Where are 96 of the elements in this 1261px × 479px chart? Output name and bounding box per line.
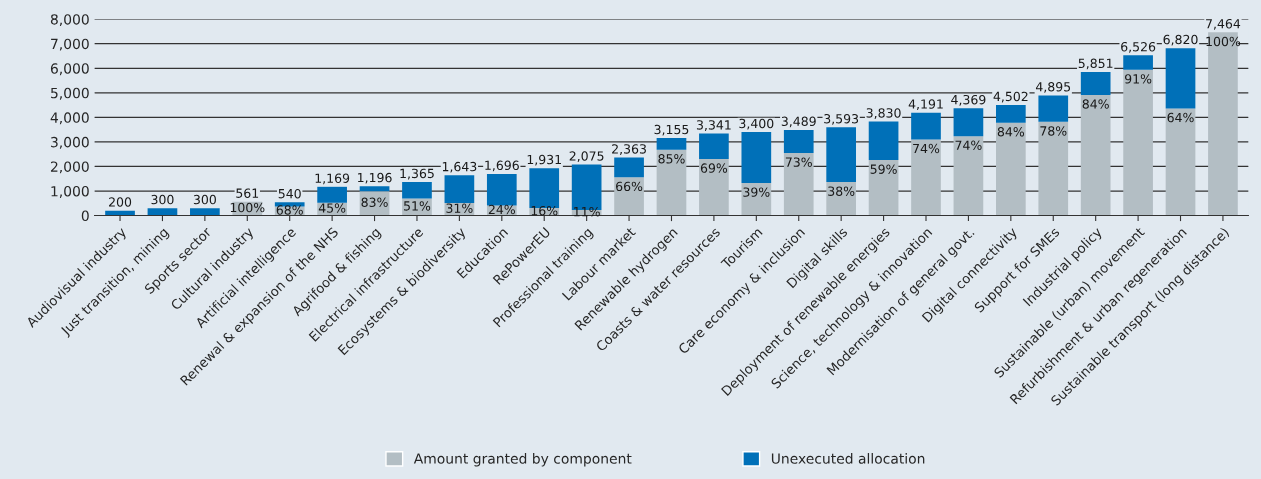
y-tick-label: 2,000 bbox=[50, 161, 89, 174]
legend-label: Unexecuted allocation bbox=[771, 453, 925, 464]
bar bbox=[995, 122, 1026, 216]
bar bbox=[741, 183, 772, 216]
bar bbox=[699, 133, 729, 159]
total-label: 300 bbox=[193, 194, 216, 205]
total-label: 540 bbox=[278, 188, 301, 199]
annotation: 100% bbox=[230, 202, 265, 213]
y-tick-label: 4,000 bbox=[50, 112, 89, 125]
total-label: 1,196 bbox=[358, 172, 392, 184]
total-label: 3,830 bbox=[866, 108, 901, 119]
total-label: 3,489 bbox=[781, 116, 816, 128]
bar bbox=[1123, 55, 1153, 70]
annotation: 38% bbox=[828, 186, 855, 196]
total-label: 4,191 bbox=[908, 99, 943, 111]
annotation: 100% bbox=[1206, 36, 1241, 47]
total-label: 3,593 bbox=[824, 114, 859, 125]
annotation: 51% bbox=[404, 201, 431, 211]
total-label: 7,464 bbox=[1206, 18, 1241, 30]
y-tick-label: 6,000 bbox=[50, 63, 89, 76]
bar bbox=[190, 208, 220, 216]
annotation: 84% bbox=[1082, 99, 1109, 109]
bar bbox=[486, 173, 517, 206]
bar bbox=[1038, 121, 1069, 216]
total-label: 6,820 bbox=[1163, 34, 1198, 46]
annotation: 73% bbox=[785, 157, 812, 167]
bar bbox=[741, 132, 772, 183]
bar bbox=[317, 186, 347, 203]
annotation: 84% bbox=[997, 127, 1025, 137]
bar bbox=[868, 160, 899, 216]
total-label: 200 bbox=[109, 197, 132, 207]
total-label: 6,526 bbox=[1121, 41, 1156, 53]
bar bbox=[995, 105, 1026, 123]
y-tick-label: 1,000 bbox=[51, 185, 89, 198]
bar bbox=[911, 112, 941, 140]
bar bbox=[953, 108, 984, 137]
total-label: 1,931 bbox=[527, 154, 561, 166]
total-label: 1,169 bbox=[315, 173, 350, 185]
bar bbox=[444, 175, 475, 204]
total-label: 1,365 bbox=[400, 168, 434, 180]
bar bbox=[868, 121, 899, 161]
bar bbox=[1080, 94, 1111, 216]
annotation: 66% bbox=[616, 181, 643, 192]
total-label: 561 bbox=[236, 188, 259, 198]
annotation: 69% bbox=[700, 163, 728, 173]
bar bbox=[826, 182, 857, 216]
annotation: 78% bbox=[1040, 126, 1067, 136]
annotation: 83% bbox=[361, 197, 388, 207]
bar bbox=[783, 153, 814, 216]
annotation: 68% bbox=[276, 205, 303, 215]
annotation: 39% bbox=[743, 187, 770, 197]
total-label: 2,075 bbox=[569, 151, 604, 162]
bar bbox=[1208, 32, 1238, 216]
bar bbox=[783, 129, 814, 154]
y-tick-label: 5,000 bbox=[51, 87, 89, 100]
total-label: 1,643 bbox=[442, 161, 477, 173]
total-label: 1,696 bbox=[485, 160, 519, 172]
y-tick-label: 0 bbox=[81, 210, 89, 222]
y-tick-label: 3,000 bbox=[51, 136, 89, 149]
bar bbox=[614, 177, 644, 216]
annotation: 91% bbox=[1124, 74, 1152, 84]
bar bbox=[1165, 108, 1196, 216]
bar bbox=[1165, 48, 1196, 109]
annotation: 16% bbox=[531, 205, 558, 216]
bar bbox=[1123, 69, 1153, 216]
annotation: 74% bbox=[913, 143, 940, 154]
legend-label: Amount granted by component bbox=[413, 453, 632, 467]
bar bbox=[359, 186, 390, 192]
bar bbox=[274, 202, 305, 207]
bar bbox=[953, 136, 984, 216]
annotation: 45% bbox=[318, 203, 346, 213]
annotation: 59% bbox=[870, 164, 897, 174]
total-label: 3,400 bbox=[739, 118, 774, 130]
total-label: 300 bbox=[151, 194, 174, 205]
bar bbox=[699, 158, 729, 216]
bar bbox=[911, 139, 941, 216]
annotation: 74% bbox=[955, 140, 982, 151]
bar bbox=[656, 138, 687, 150]
bar bbox=[147, 208, 178, 216]
total-label: 3,341 bbox=[696, 120, 731, 131]
total-label: 4,369 bbox=[951, 94, 986, 106]
total-label: 3,155 bbox=[654, 124, 689, 136]
bar bbox=[614, 157, 644, 178]
total-label: 5,851 bbox=[1078, 58, 1113, 70]
annotation: 64% bbox=[1167, 112, 1194, 123]
annotation: 31% bbox=[446, 203, 473, 213]
y-tick-label: 8,000 bbox=[50, 14, 89, 27]
annotation: 24% bbox=[488, 204, 516, 215]
bar bbox=[656, 149, 687, 216]
total-label: 4,502 bbox=[993, 91, 1028, 103]
annotation: 85% bbox=[658, 154, 685, 164]
y-tick-label: 7,000 bbox=[51, 38, 89, 51]
total-label: 4,895 bbox=[1035, 82, 1071, 93]
total-label: 2,363 bbox=[612, 144, 646, 155]
bar bbox=[402, 182, 432, 199]
bar bbox=[826, 127, 857, 183]
